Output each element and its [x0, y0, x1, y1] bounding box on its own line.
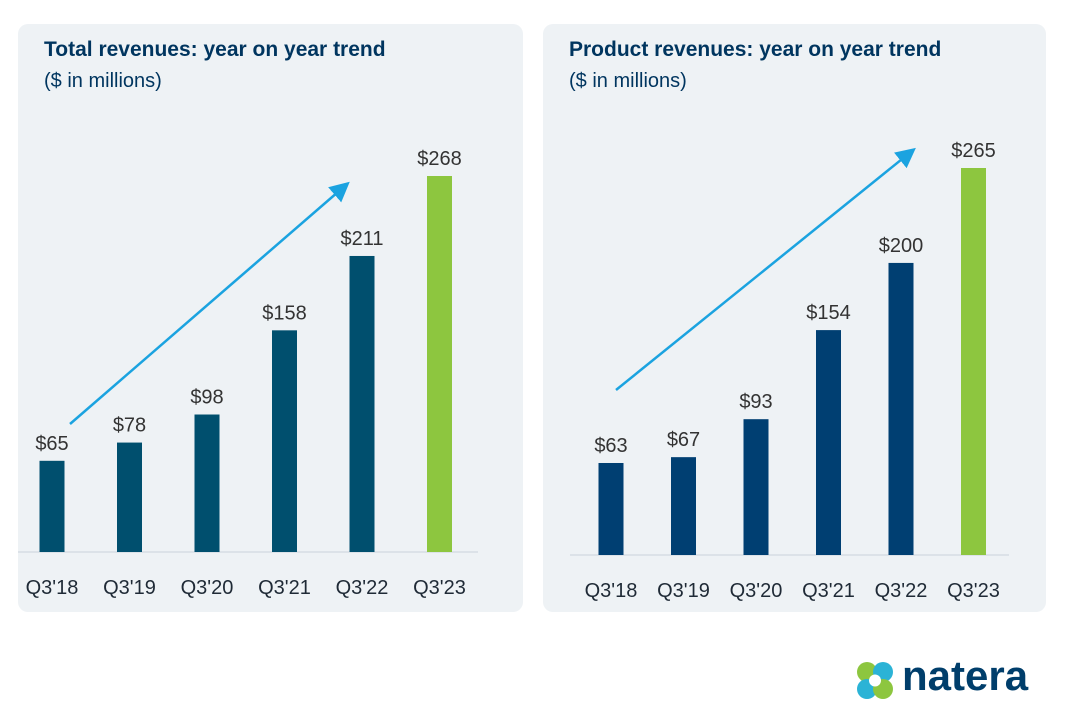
chart-subtitle: ($ in millions) [569, 70, 687, 92]
data-label: $265 [951, 140, 996, 162]
x-tick-label: Q3'23 [947, 580, 1000, 602]
bar-Q321 [272, 330, 297, 552]
x-tick-label: Q3'22 [336, 577, 389, 599]
natera-logo-icon [857, 662, 893, 699]
bar-Q323 [961, 168, 986, 555]
x-tick-label: Q3'18 [26, 577, 79, 599]
total-revenues-chart: $65 Q3'18 $78 Q3'19 $98 Q3'20 $158 Q3'21 $211 Q3'… [18, 148, 478, 599]
bar-Q321 [816, 330, 841, 555]
x-tick-label: Q3'19 [657, 580, 710, 602]
data-label: $78 [113, 415, 146, 437]
data-label: $98 [190, 387, 223, 409]
data-label: $65 [35, 433, 68, 455]
logo-text: natera [902, 652, 1029, 699]
product-revenues-chart: $63 Q3'18 $67 Q3'19 $93 Q3'20 $154 Q3'21 $200 Q3'… [570, 140, 1009, 602]
trend-arrow [615, 147, 916, 391]
bar-Q323 [427, 176, 452, 552]
x-tick-label: Q3'20 [181, 577, 234, 599]
data-label: $158 [262, 302, 307, 324]
data-label: $200 [879, 235, 924, 257]
data-label: $211 [340, 228, 383, 250]
data-label: $154 [806, 302, 851, 324]
x-tick-label: Q3'21 [802, 580, 855, 602]
bar-Q319 [117, 442, 142, 552]
chart-title: Product revenues: year on year trend [569, 38, 942, 61]
trend-arrow [69, 181, 350, 425]
bar-Q320 [194, 414, 220, 552]
x-tick-label: Q3'19 [103, 577, 156, 599]
data-label: $67 [667, 429, 700, 451]
bar-Q322 [888, 262, 914, 555]
chart-subtitle: ($ in millions) [44, 70, 162, 92]
product-revenues-panel: Product revenues: year on year trend ($ … [543, 24, 1046, 612]
bar-Q318 [598, 462, 624, 555]
chart-title: Total revenues: year on year trend [44, 38, 386, 61]
x-tick-label: Q3'22 [875, 580, 928, 602]
bar-Q319 [671, 457, 696, 555]
data-label: $93 [739, 391, 772, 413]
data-label: $63 [594, 435, 627, 457]
natera-logo: natera [852, 652, 1062, 710]
bar-Q320 [743, 419, 769, 555]
x-tick-label: Q3'23 [413, 577, 466, 599]
bar-Q318 [39, 460, 65, 552]
bar-Q322 [349, 255, 375, 552]
data-label: $268 [417, 148, 462, 170]
x-tick-label: Q3'21 [258, 577, 311, 599]
x-tick-label: Q3'20 [730, 580, 783, 602]
x-tick-label: Q3'18 [585, 580, 638, 602]
total-revenues-panel: Total revenues: year on year trend ($ in… [18, 24, 523, 612]
